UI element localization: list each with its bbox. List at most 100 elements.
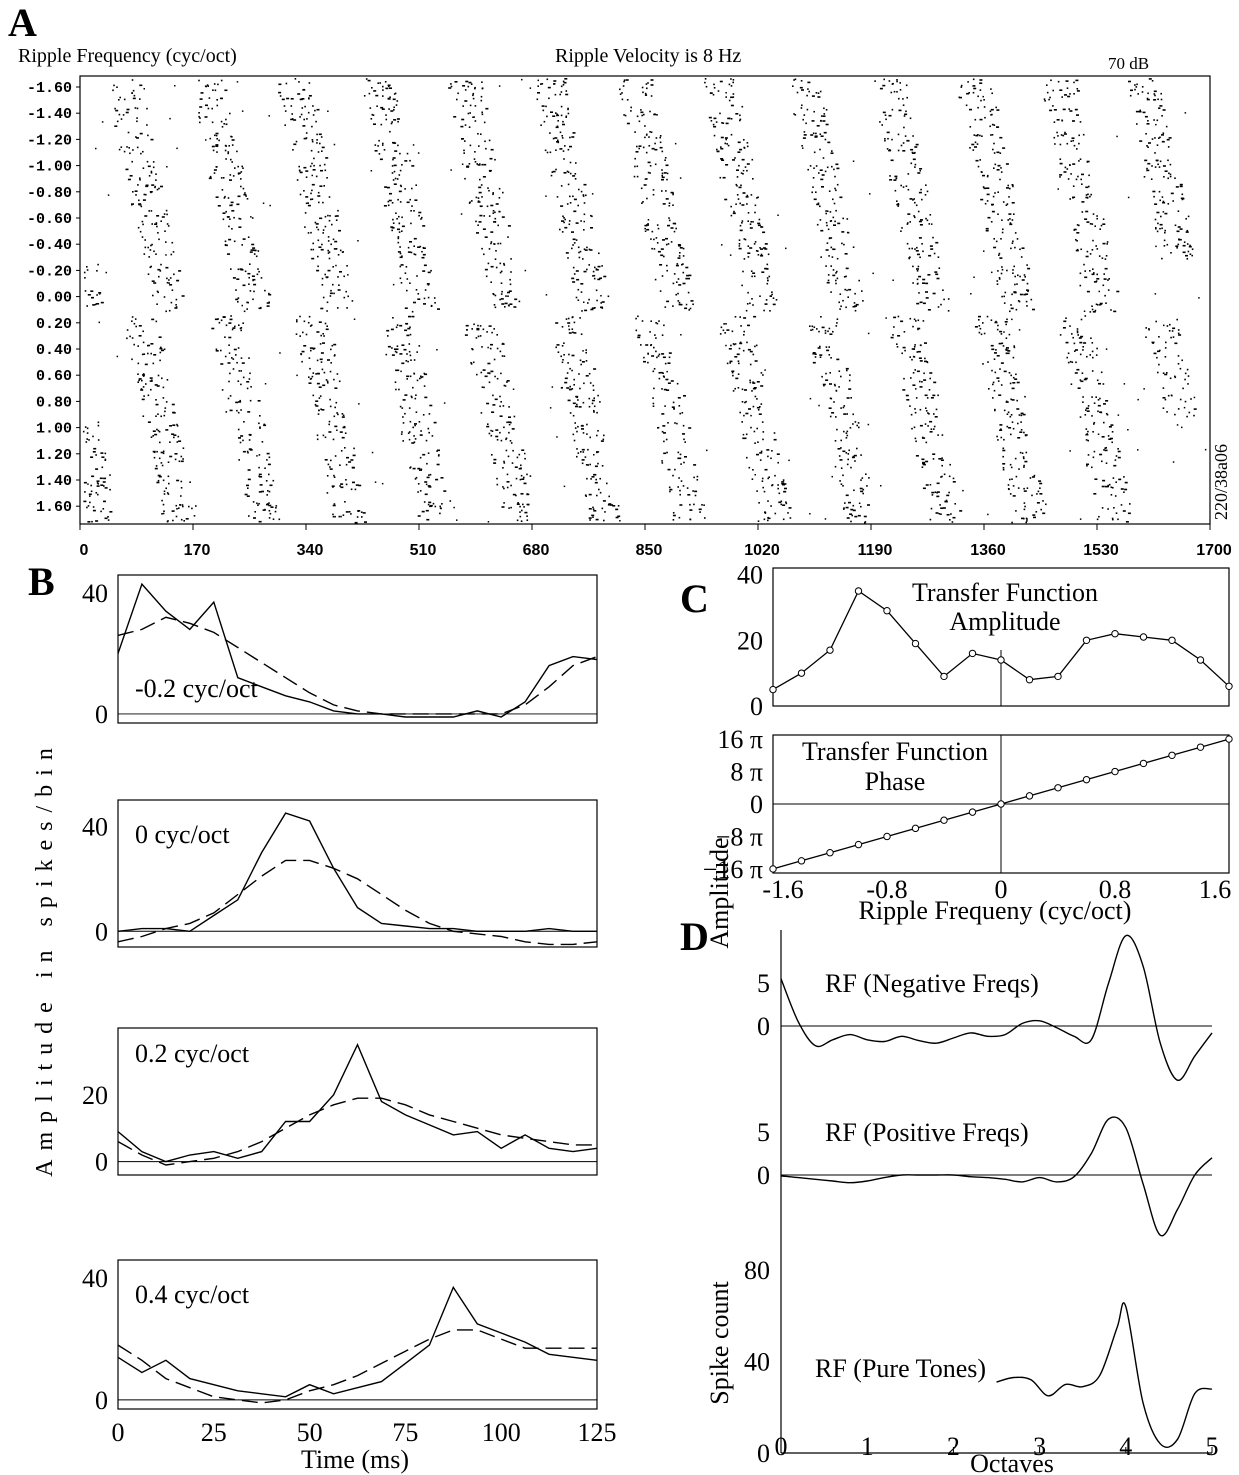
c-amp-y-tick-label: 0 bbox=[750, 692, 763, 721]
spike-dot bbox=[394, 350, 397, 353]
spike-dot bbox=[901, 352, 903, 355]
spike-dot bbox=[732, 159, 735, 161]
spike-dot bbox=[1014, 457, 1017, 460]
spike-dot bbox=[665, 190, 667, 192]
spike-dot bbox=[1075, 178, 1078, 181]
spike-dot bbox=[1198, 297, 1200, 299]
spike-dot bbox=[1011, 318, 1013, 321]
spike-dot bbox=[816, 223, 819, 226]
panel-b-xlabel: Time (ms) bbox=[301, 1445, 409, 1474]
b-data-line bbox=[117, 1042, 598, 1163]
spike-dot bbox=[469, 104, 472, 107]
spike-dot bbox=[1159, 227, 1161, 230]
spike-dot bbox=[332, 266, 334, 268]
spike-dot bbox=[399, 201, 402, 203]
spike-dot bbox=[682, 424, 685, 427]
spike-dot bbox=[974, 141, 977, 144]
spike-dot bbox=[992, 148, 994, 151]
spike-dot bbox=[684, 456, 687, 458]
spike-dot bbox=[422, 225, 426, 227]
spike-dot bbox=[1069, 450, 1071, 452]
spike-dot bbox=[337, 289, 341, 291]
spike-dot bbox=[161, 349, 164, 352]
spike-dot bbox=[474, 120, 477, 122]
c-amp-point bbox=[883, 607, 891, 615]
spike-dot bbox=[672, 222, 675, 225]
spike-dot bbox=[150, 138, 154, 141]
spike-dot bbox=[488, 169, 492, 172]
b-plot-frame bbox=[117, 799, 598, 948]
spike-dot bbox=[156, 225, 158, 228]
spike-dot bbox=[401, 362, 405, 365]
spike-dot bbox=[131, 203, 133, 206]
spike-dot bbox=[912, 384, 916, 386]
spike-dot bbox=[1024, 460, 1028, 463]
spike-dot bbox=[727, 117, 731, 120]
spike-dot bbox=[572, 175, 576, 177]
spike-dot bbox=[149, 377, 153, 379]
spike-dot bbox=[840, 305, 842, 308]
spike-dot bbox=[310, 149, 313, 152]
spike-dot bbox=[138, 325, 142, 327]
spike-dot bbox=[490, 231, 494, 233]
spike-dot bbox=[745, 309, 748, 312]
spike-dot bbox=[598, 488, 600, 491]
spike-dot bbox=[1116, 135, 1118, 138]
spike-dot bbox=[542, 109, 545, 112]
spike-dot bbox=[1164, 229, 1166, 232]
spike-dot bbox=[576, 455, 578, 458]
spike-dot bbox=[131, 358, 133, 361]
spike-dot bbox=[998, 394, 1002, 396]
spike-dot bbox=[919, 380, 921, 383]
spike-dot bbox=[481, 196, 483, 198]
spike-dot bbox=[731, 330, 734, 333]
spike-dot bbox=[381, 482, 384, 485]
raster-y-tick-label: -0.80 bbox=[27, 185, 72, 202]
spike-dot bbox=[98, 292, 102, 294]
panel-a-level: 70 dB bbox=[1108, 54, 1149, 73]
spike-dot bbox=[642, 146, 645, 149]
spike-dot bbox=[1107, 435, 1110, 437]
spike-dot bbox=[759, 452, 763, 454]
spike-dot bbox=[397, 237, 400, 240]
spike-dot bbox=[264, 383, 267, 385]
spike-dot bbox=[991, 203, 994, 206]
spike-dot bbox=[1091, 273, 1095, 276]
spike-dot bbox=[322, 296, 325, 299]
spike-dot bbox=[901, 227, 903, 229]
spike-dot bbox=[474, 86, 476, 89]
spike-dot bbox=[322, 342, 325, 344]
spike-dot bbox=[519, 505, 521, 508]
spike-dot bbox=[1186, 415, 1188, 418]
spike-dot bbox=[679, 489, 681, 492]
spike-dot bbox=[584, 309, 588, 312]
spike-dot bbox=[430, 305, 433, 307]
spike-dot bbox=[682, 255, 685, 257]
spike-dot bbox=[748, 466, 751, 469]
spike-dot bbox=[765, 299, 768, 301]
spike-dot bbox=[693, 464, 697, 466]
d-neg-line bbox=[780, 934, 1213, 1081]
spike-dot bbox=[165, 429, 169, 431]
spike-dot bbox=[204, 85, 207, 87]
spike-dot bbox=[730, 344, 732, 347]
spike-dot bbox=[897, 315, 900, 318]
spike-dot bbox=[677, 397, 681, 399]
spike-dot bbox=[462, 105, 464, 107]
spike-dot bbox=[1002, 455, 1004, 458]
spike-dot bbox=[246, 308, 248, 310]
spike-dot bbox=[147, 134, 149, 137]
spike-dot bbox=[404, 272, 407, 274]
spike-dot bbox=[137, 373, 139, 375]
spike-dot bbox=[152, 362, 155, 365]
spike-dot bbox=[401, 225, 405, 228]
spike-dot bbox=[1148, 142, 1151, 144]
spike-dot bbox=[1089, 253, 1092, 255]
spike-dot bbox=[303, 190, 305, 192]
spike-dot bbox=[661, 388, 663, 390]
spike-dot bbox=[646, 224, 649, 226]
spike-dot bbox=[554, 93, 557, 96]
spike-dot bbox=[257, 250, 260, 252]
spike-dot bbox=[1072, 185, 1075, 187]
spike-dot bbox=[1009, 382, 1012, 385]
